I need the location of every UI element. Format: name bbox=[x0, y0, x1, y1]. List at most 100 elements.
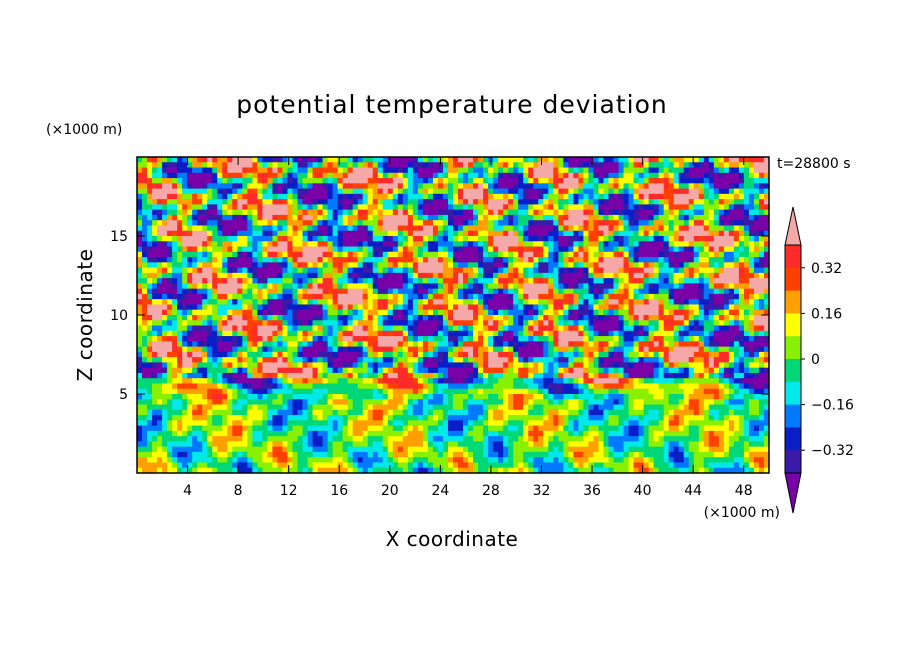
contour-cell bbox=[232, 309, 238, 316]
contour-cell bbox=[613, 299, 620, 306]
contour-cell bbox=[182, 178, 188, 184]
contour-cell bbox=[362, 304, 369, 311]
contour-cell bbox=[693, 288, 700, 295]
contour-cell bbox=[503, 262, 509, 269]
contour-cell bbox=[533, 315, 539, 321]
contour-cell bbox=[568, 267, 574, 274]
contour-cell bbox=[708, 283, 715, 290]
contour-cell bbox=[563, 162, 569, 169]
contour-cell bbox=[197, 325, 203, 332]
contour-cell bbox=[407, 330, 414, 337]
contour-cell bbox=[648, 172, 655, 179]
contour-cell bbox=[172, 283, 178, 290]
contour-cell bbox=[513, 299, 519, 306]
contour-cell bbox=[703, 357, 710, 363]
contour-cell bbox=[618, 199, 625, 205]
contour-cell bbox=[718, 178, 725, 184]
contour-cell bbox=[483, 204, 489, 211]
contour-cell bbox=[152, 293, 158, 300]
contour-cell bbox=[412, 293, 419, 300]
contour-cell bbox=[658, 236, 665, 242]
contour-cell bbox=[523, 293, 529, 300]
contour-cell bbox=[548, 209, 554, 216]
contour-cell bbox=[643, 267, 650, 274]
contour-cell bbox=[518, 167, 524, 174]
contour-cell bbox=[372, 293, 379, 300]
contour-cell bbox=[543, 209, 549, 216]
contour-cell bbox=[543, 246, 549, 253]
contour-cell bbox=[628, 162, 635, 169]
contour-cell bbox=[698, 293, 705, 300]
contour-cell bbox=[718, 304, 725, 311]
contour-cell bbox=[372, 246, 379, 253]
contour-cell bbox=[357, 199, 364, 205]
contour-cell bbox=[172, 320, 178, 327]
contour-cell bbox=[528, 257, 534, 263]
contour-cell bbox=[483, 220, 489, 227]
contour-cell bbox=[758, 341, 765, 348]
contour-cell bbox=[498, 293, 504, 300]
contour-cell bbox=[437, 178, 444, 184]
contour-cell bbox=[683, 346, 690, 353]
contour-cell bbox=[483, 320, 489, 327]
contour-cell bbox=[252, 346, 258, 353]
contour-cell bbox=[342, 193, 349, 200]
contour-cell bbox=[733, 315, 740, 321]
contour-cell bbox=[753, 288, 760, 295]
contour-cell bbox=[563, 157, 569, 163]
contour-cell bbox=[412, 336, 419, 342]
contour-cell bbox=[352, 257, 359, 263]
contour-cell bbox=[703, 309, 710, 316]
contour-cell bbox=[367, 293, 374, 300]
contour-cell bbox=[733, 288, 740, 295]
contour-cell bbox=[432, 315, 439, 321]
contour-cell bbox=[633, 257, 640, 263]
contour-cell bbox=[312, 341, 319, 348]
contour-cell bbox=[352, 272, 359, 279]
contour-cell bbox=[593, 325, 600, 332]
contour-cell bbox=[603, 209, 610, 216]
contour-cell bbox=[558, 351, 564, 358]
contour-cell bbox=[137, 341, 143, 348]
contour-cell bbox=[673, 309, 680, 316]
contour-cell bbox=[442, 293, 449, 300]
contour-cell bbox=[643, 336, 650, 342]
contour-cell bbox=[237, 236, 243, 242]
contour-cell bbox=[277, 299, 284, 306]
contour-cell bbox=[237, 320, 243, 327]
contour-cell bbox=[367, 172, 374, 179]
contour-cell bbox=[458, 293, 464, 300]
contour-cell bbox=[718, 230, 725, 237]
contour-cell bbox=[538, 346, 544, 353]
contour-cell bbox=[437, 283, 444, 290]
contour-cell bbox=[673, 225, 680, 232]
contour-cell bbox=[558, 320, 564, 327]
contour-cell bbox=[197, 299, 203, 306]
contour-cell bbox=[142, 325, 148, 332]
contour-cell bbox=[743, 351, 750, 358]
contour-cell bbox=[753, 209, 760, 216]
contour-cell bbox=[508, 341, 514, 348]
contour-cell bbox=[528, 241, 534, 248]
contour-cell bbox=[197, 330, 203, 337]
contour-cell bbox=[392, 246, 399, 253]
contour-cell bbox=[222, 214, 228, 221]
contour-cell bbox=[447, 315, 454, 321]
contour-cell bbox=[172, 220, 178, 227]
contour-cell bbox=[392, 183, 399, 190]
contour-cell bbox=[147, 183, 153, 190]
contour-cell bbox=[653, 236, 660, 242]
contour-cell bbox=[432, 251, 439, 258]
contour-cell bbox=[187, 199, 193, 205]
contour-cell bbox=[463, 351, 469, 358]
contour-cell bbox=[568, 204, 574, 211]
contour-cell bbox=[753, 241, 760, 248]
contour-cell bbox=[678, 330, 685, 337]
contour-cell bbox=[217, 330, 223, 337]
contour-cell bbox=[357, 320, 364, 327]
contour-cell bbox=[563, 330, 569, 337]
contour-cell bbox=[678, 209, 685, 216]
contour-cell bbox=[588, 357, 595, 363]
contour-cell bbox=[753, 330, 760, 337]
contour-cell bbox=[362, 262, 369, 269]
